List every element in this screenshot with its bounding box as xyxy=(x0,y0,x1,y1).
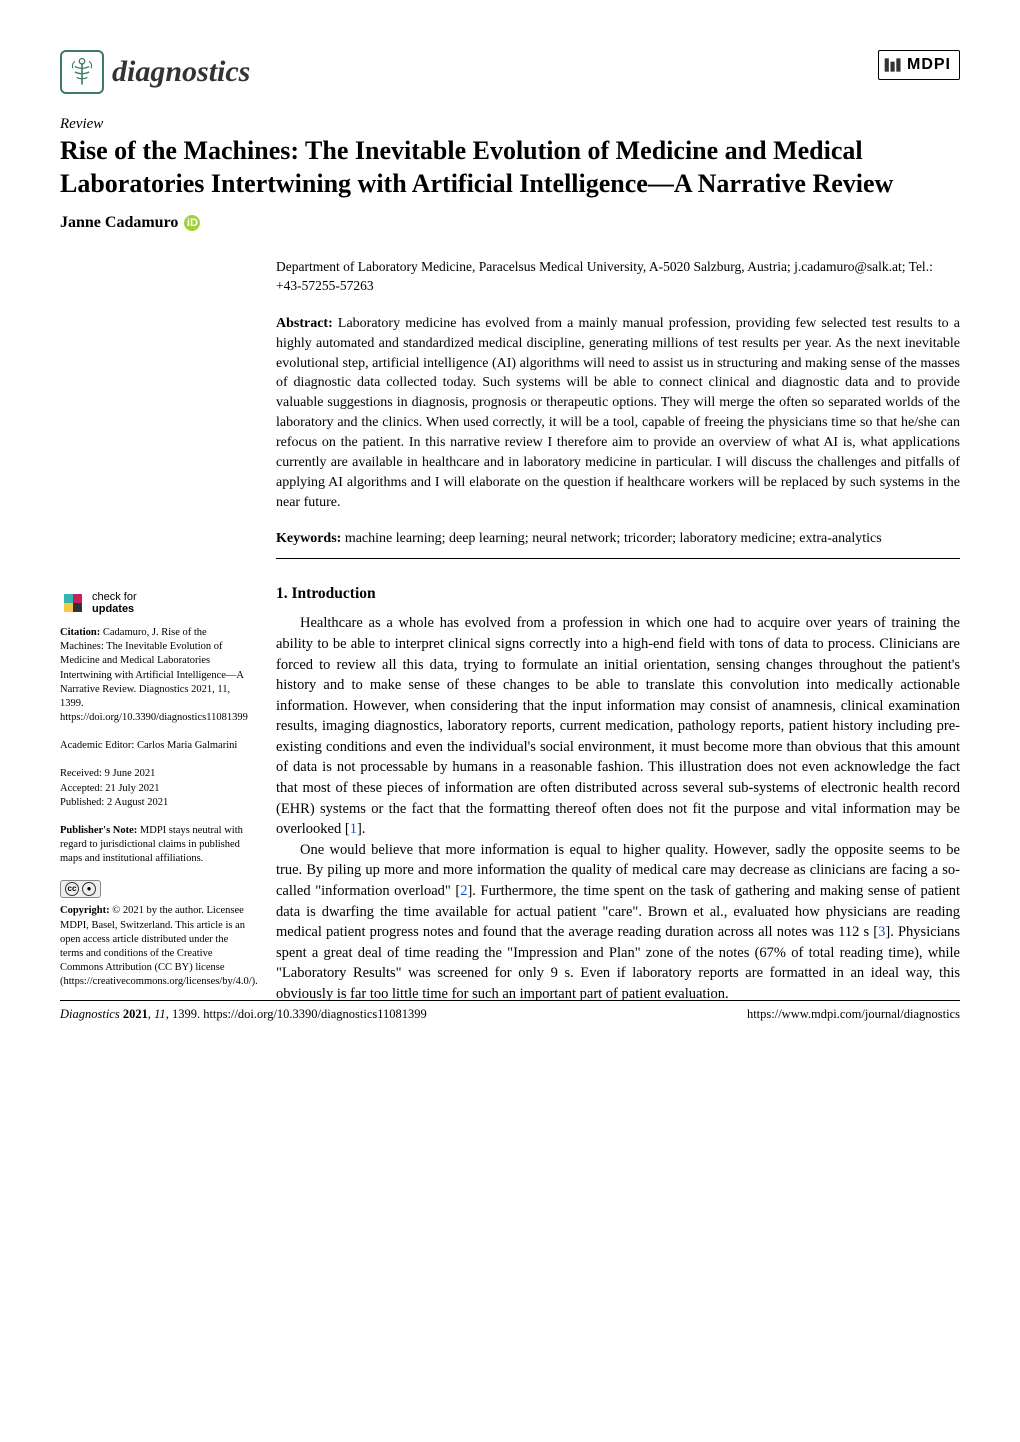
citation-text: Cadamuro, J. Rise of the Machines: The I… xyxy=(60,627,248,723)
footer-right[interactable]: https://www.mdpi.com/journal/diagnostics xyxy=(747,1007,960,1022)
accepted-date: 21 July 2021 xyxy=(105,783,159,794)
journal-logo-icon xyxy=(60,50,104,94)
publisher-note-block: Publisher's Note: MDPI stays neutral wit… xyxy=(60,824,252,867)
accepted-label: Accepted: xyxy=(60,783,103,794)
published-date: 2 August 2021 xyxy=(107,797,168,808)
citation-label: Citation: xyxy=(60,627,100,638)
section-heading-intro: 1. Introduction xyxy=(276,583,960,605)
citation-block: Citation: Cadamuro, J. Rise of the Machi… xyxy=(60,626,252,725)
published-label: Published: xyxy=(60,797,104,808)
page-footer: Diagnostics 2021, 11, 1399. https://doi.… xyxy=(60,1000,960,1022)
affiliation: Department of Laboratory Medicine, Parac… xyxy=(276,258,960,296)
copyright-text: © 2021 by the author. Licensee MDPI, Bas… xyxy=(60,905,258,987)
check-updates-text: check for updates xyxy=(92,591,137,615)
caduceus-icon xyxy=(64,54,100,90)
mdpi-icon xyxy=(883,55,903,75)
article-title: Rise of the Machines: The Inevitable Evo… xyxy=(60,135,960,200)
editor-label: Academic Editor: xyxy=(60,740,134,751)
check-for-updates[interactable]: check for updates xyxy=(60,590,252,616)
check-updates-line1: check for xyxy=(92,591,137,603)
author-name: Janne Cadamuro xyxy=(60,214,178,232)
abstract: Abstract: Laboratory medicine has evolve… xyxy=(276,314,960,513)
dates-block: Received: 9 June 2021 Accepted: 21 July … xyxy=(60,767,252,810)
header: diagnostics MDPI xyxy=(60,50,960,94)
cc-license-badge[interactable]: cc ● xyxy=(60,880,252,898)
cc-icon: cc xyxy=(65,882,79,896)
check-updates-line2: updates xyxy=(92,603,137,615)
intro-p1-text: Healthcare as a whole has evolved from a… xyxy=(276,615,960,837)
two-column-layout: check for updates Citation: Cadamuro, J.… xyxy=(60,258,960,1004)
horizontal-rule xyxy=(276,558,960,559)
intro-p1-end: ]. xyxy=(357,821,365,837)
publisher-name: MDPI xyxy=(907,56,951,74)
keywords: Keywords: machine learning; deep learnin… xyxy=(276,529,960,549)
sidebar-spacer xyxy=(60,258,252,590)
footer-left: Diagnostics 2021, 11, 1399. https://doi.… xyxy=(60,1007,427,1022)
received-label: Received: xyxy=(60,768,102,779)
main-column: Department of Laboratory Medicine, Parac… xyxy=(276,258,960,1004)
pubnote-label: Publisher's Note: xyxy=(60,825,137,836)
author-row: Janne Cadamuro iD xyxy=(60,214,960,232)
received-date: 9 June 2021 xyxy=(105,768,156,779)
sidebar: check for updates Citation: Cadamuro, J.… xyxy=(60,258,252,1004)
orcid-icon[interactable]: iD xyxy=(184,215,200,231)
copyright-block: Copyright: © 2021 by the author. License… xyxy=(60,904,252,989)
check-updates-icon xyxy=(60,590,86,616)
intro-paragraph-2: One would believe that more information … xyxy=(276,840,960,1005)
copyright-label: Copyright: xyxy=(60,905,110,916)
keywords-label: Keywords: xyxy=(276,531,341,546)
intro-paragraph-1: Healthcare as a whole has evolved from a… xyxy=(276,613,960,839)
keywords-text: machine learning; deep learning; neural … xyxy=(345,531,882,546)
editor-block: Academic Editor: Carlos Maria Galmarini xyxy=(60,739,252,753)
editor-name: Carlos Maria Galmarini xyxy=(137,740,237,751)
publisher-badge: MDPI xyxy=(878,50,960,80)
journal-name: diagnostics xyxy=(112,55,250,89)
journal-logo: diagnostics xyxy=(60,50,250,94)
abstract-label: Abstract: xyxy=(276,316,333,331)
abstract-text: Laboratory medicine has evolved from a m… xyxy=(276,316,960,510)
by-icon: ● xyxy=(82,882,96,896)
article-type: Review xyxy=(60,116,960,133)
citation-link-1[interactable]: 1 xyxy=(350,821,357,837)
